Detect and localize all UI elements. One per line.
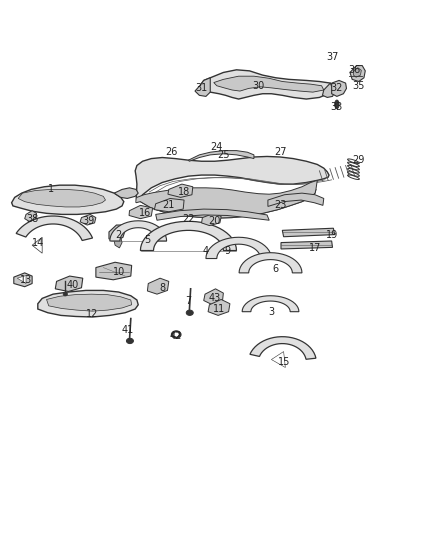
- Text: 5: 5: [144, 235, 150, 245]
- Text: 11: 11: [213, 304, 225, 314]
- Text: 26: 26: [165, 147, 177, 157]
- PathPatch shape: [148, 278, 169, 294]
- Ellipse shape: [127, 338, 134, 344]
- PathPatch shape: [16, 216, 92, 240]
- Text: 14: 14: [32, 238, 44, 247]
- PathPatch shape: [250, 337, 316, 359]
- Text: 29: 29: [353, 155, 365, 165]
- Text: 3: 3: [268, 306, 275, 317]
- Text: 35: 35: [353, 81, 365, 91]
- Text: 23: 23: [274, 200, 286, 211]
- Text: 27: 27: [274, 147, 286, 157]
- PathPatch shape: [136, 180, 317, 218]
- Text: 21: 21: [162, 200, 175, 211]
- Text: 37: 37: [326, 52, 339, 61]
- PathPatch shape: [204, 289, 223, 305]
- PathPatch shape: [154, 198, 184, 212]
- Text: 18: 18: [178, 187, 190, 197]
- PathPatch shape: [113, 237, 122, 248]
- Text: 10: 10: [113, 267, 125, 277]
- PathPatch shape: [201, 213, 221, 225]
- Ellipse shape: [335, 100, 339, 109]
- PathPatch shape: [195, 78, 210, 96]
- PathPatch shape: [129, 205, 152, 219]
- Text: 33: 33: [331, 102, 343, 112]
- PathPatch shape: [155, 209, 269, 220]
- PathPatch shape: [17, 276, 26, 284]
- Ellipse shape: [173, 333, 179, 337]
- PathPatch shape: [239, 253, 302, 273]
- Text: 4: 4: [203, 246, 209, 255]
- Ellipse shape: [186, 310, 193, 316]
- Ellipse shape: [171, 331, 181, 338]
- PathPatch shape: [80, 214, 96, 225]
- PathPatch shape: [188, 151, 254, 161]
- Text: 16: 16: [139, 208, 151, 219]
- Text: 40: 40: [67, 280, 79, 290]
- Text: 41: 41: [121, 325, 134, 335]
- PathPatch shape: [25, 211, 36, 221]
- Text: 32: 32: [331, 83, 343, 93]
- PathPatch shape: [55, 276, 83, 292]
- Ellipse shape: [63, 292, 67, 296]
- PathPatch shape: [272, 352, 286, 368]
- PathPatch shape: [281, 241, 332, 249]
- PathPatch shape: [353, 68, 361, 77]
- PathPatch shape: [110, 221, 166, 241]
- Text: 9: 9: [225, 246, 231, 255]
- PathPatch shape: [46, 294, 132, 311]
- PathPatch shape: [322, 83, 335, 98]
- Text: 12: 12: [86, 309, 99, 319]
- PathPatch shape: [242, 296, 299, 312]
- PathPatch shape: [206, 237, 272, 259]
- PathPatch shape: [208, 300, 230, 316]
- Text: 20: 20: [208, 216, 221, 227]
- PathPatch shape: [168, 184, 193, 197]
- Text: 15: 15: [278, 357, 291, 367]
- Text: 8: 8: [159, 283, 165, 293]
- PathPatch shape: [135, 157, 329, 203]
- PathPatch shape: [14, 273, 32, 287]
- Text: 39: 39: [82, 216, 94, 227]
- Text: 36: 36: [348, 65, 360, 75]
- Text: 38: 38: [26, 214, 38, 224]
- Text: 43: 43: [208, 293, 221, 303]
- Text: 1: 1: [48, 184, 54, 195]
- Text: 2: 2: [116, 230, 122, 240]
- Text: 31: 31: [195, 83, 208, 93]
- PathPatch shape: [268, 193, 324, 206]
- Text: 19: 19: [326, 230, 339, 240]
- PathPatch shape: [214, 76, 324, 92]
- PathPatch shape: [38, 290, 138, 317]
- Text: 7: 7: [185, 296, 191, 306]
- Text: 25: 25: [217, 150, 230, 160]
- PathPatch shape: [18, 189, 106, 207]
- PathPatch shape: [350, 66, 365, 82]
- PathPatch shape: [332, 80, 346, 96]
- PathPatch shape: [12, 185, 124, 214]
- PathPatch shape: [201, 70, 332, 99]
- PathPatch shape: [283, 228, 335, 237]
- PathPatch shape: [109, 225, 125, 241]
- PathPatch shape: [114, 188, 138, 198]
- Text: 17: 17: [309, 243, 321, 253]
- Text: 6: 6: [273, 264, 279, 274]
- PathPatch shape: [32, 237, 42, 253]
- PathPatch shape: [96, 262, 132, 280]
- Text: 24: 24: [211, 142, 223, 152]
- PathPatch shape: [141, 221, 237, 251]
- Text: 30: 30: [252, 81, 265, 91]
- Text: 22: 22: [182, 214, 194, 224]
- Text: 42: 42: [169, 330, 181, 341]
- Text: 13: 13: [20, 275, 32, 285]
